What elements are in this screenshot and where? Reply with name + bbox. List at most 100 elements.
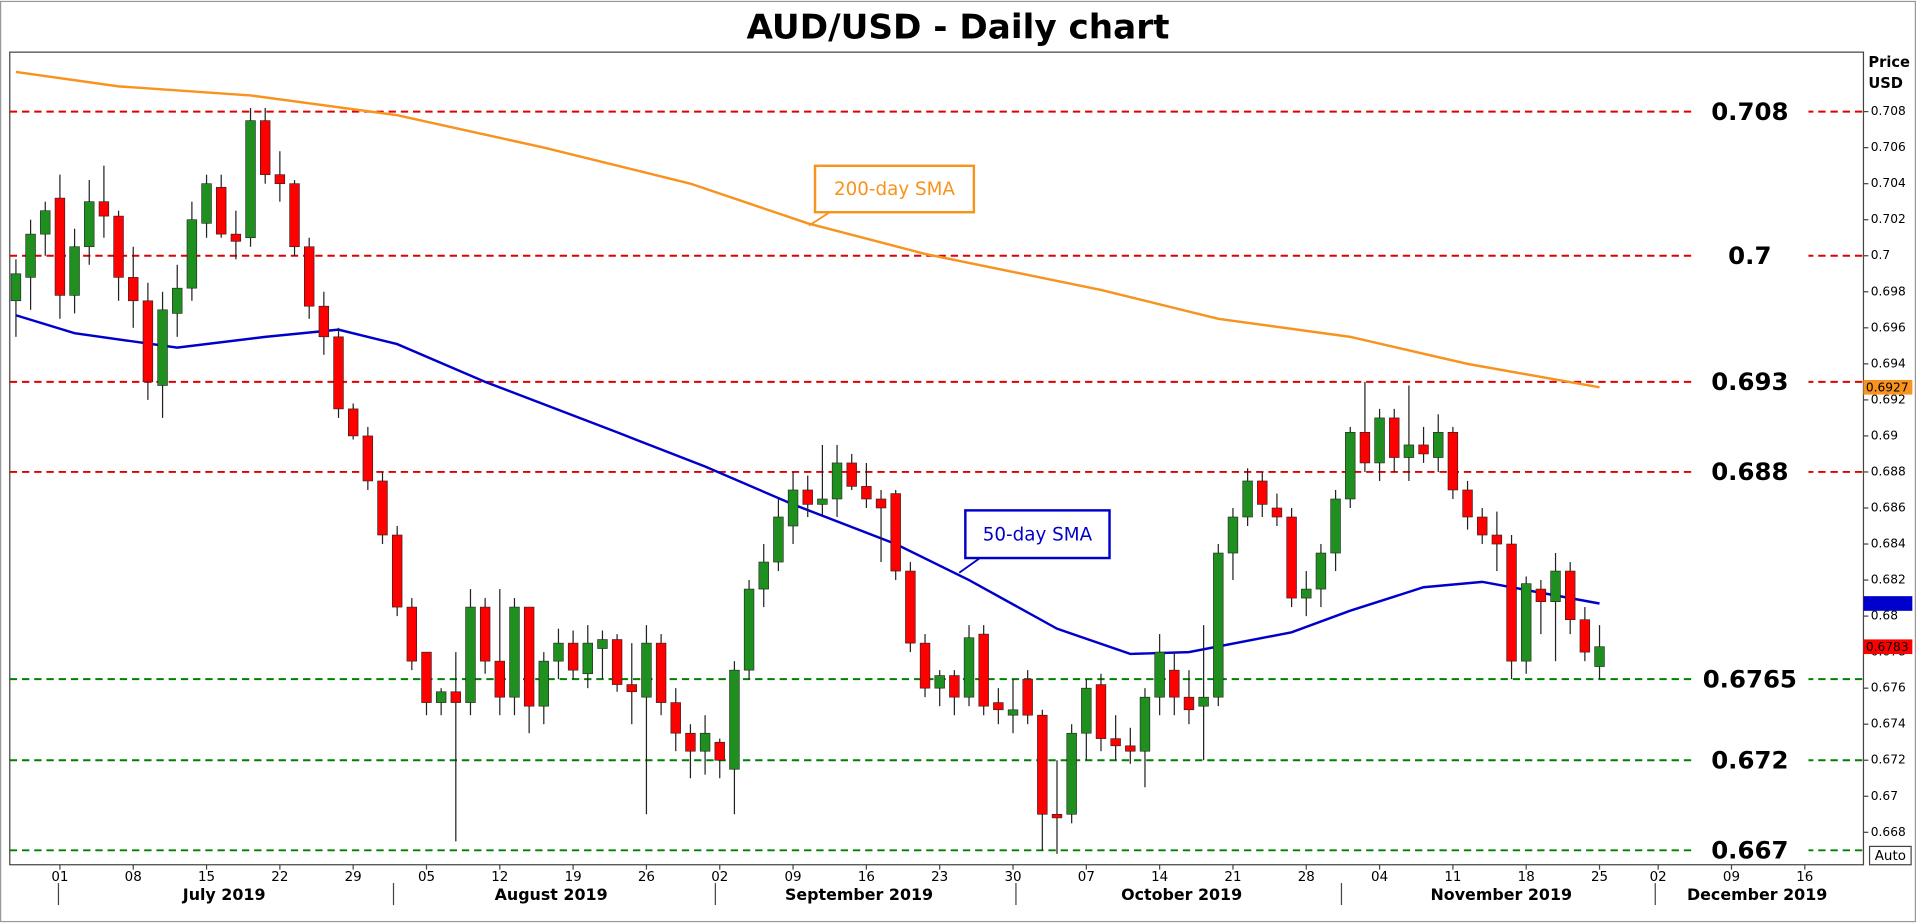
candle-body [523,606,535,707]
plot-area [9,51,1865,866]
y-tick-label: 0.688 [1871,464,1906,478]
candle-body [1257,480,1268,505]
x-tick-label: 19 [565,870,582,885]
candle-body [1345,432,1356,500]
y-tick-label: 0.67 [1871,789,1898,803]
candle-body [465,606,476,703]
y-tick-label: 0.708 [1871,104,1906,118]
candle-body [978,633,989,707]
candle-body [1315,552,1327,590]
candle-body [685,732,696,752]
candle-body [875,498,887,509]
y-tick-label: 0.702 [1871,212,1906,226]
corner-label: Auto [1875,849,1906,864]
level-label: 0.688 [1711,457,1788,486]
level-label-bg [1692,836,1809,864]
candle-body [905,570,916,644]
sma-line [15,70,1600,389]
candle-body [567,642,579,671]
annotation-text: 50-day SMA [983,524,1093,545]
annotation-box [813,164,976,214]
candle-body [1374,417,1385,464]
candle-body [641,642,652,698]
y-tick-label: 0.696 [1871,320,1906,334]
candle-body [98,201,110,217]
candle-body [626,684,637,693]
candle-body [1447,432,1459,491]
candle-body [347,408,359,437]
x-tick-label: 02 [711,870,728,885]
candle-body [890,493,901,572]
y-tick-label: 0.684 [1871,537,1906,551]
candle-body [1491,534,1503,545]
candle-body [1242,480,1253,518]
level-label-bg [1692,665,1809,693]
y-tick-label: 0.672 [1871,753,1906,767]
candle-body [1330,498,1341,554]
x-tick-label: 29 [345,870,362,885]
candle-body [230,233,242,242]
candle-body [260,120,271,175]
month-label: September 2019 [785,885,933,904]
month-label: December 2019 [1687,885,1827,904]
candle-body [303,246,315,307]
candle-body [699,732,711,752]
y-axis-label: USD [1868,75,1903,92]
candle-body [216,186,227,235]
annotation-pointer [808,211,831,227]
candle-body [1359,432,1371,464]
candle-body [1462,489,1473,518]
x-tick-label: 28 [1298,870,1315,885]
candle-body [831,462,843,500]
level-label-bg [1692,746,1809,774]
month-label: July 2019 [182,885,266,904]
candle-body [1389,417,1400,458]
candle-body [10,273,22,302]
candle-body [435,691,447,703]
level-label: 0.6765 [1703,664,1797,693]
candle-body [157,309,168,386]
candle-body [1183,696,1195,711]
month-label: August 2019 [495,885,608,904]
candle-body [1110,738,1121,747]
candle-body [963,637,975,698]
candle-body [1477,516,1488,536]
y-axis-label: Price [1868,54,1910,71]
candle-body [186,219,198,289]
x-tick-label: 26 [638,870,655,885]
x-tick-label: 18 [1518,870,1535,885]
x-tick-label: 09 [785,870,802,885]
x-tick-label: 02 [1650,870,1667,885]
x-tick-label: 09 [1723,870,1740,885]
candle-body [611,639,623,685]
candle-body [1521,583,1532,662]
candle-body [1550,570,1561,602]
candle-body [1154,651,1165,698]
candle-body [54,197,66,296]
level-label: 0.708 [1711,97,1788,126]
y-tick-label: 0.682 [1871,573,1906,587]
candle-body [421,651,432,703]
annotation-pointer [958,557,981,574]
candle-body [25,233,36,278]
x-tick-label: 07 [1078,870,1095,885]
candle-body [949,675,960,698]
annotation-text: 200-day SMA [834,179,955,200]
candle-body [84,201,95,248]
candle-body [993,702,1004,711]
candle-body [1227,516,1239,554]
x-tick-label: 16 [858,870,875,885]
candle-body [817,498,828,505]
x-tick-label: 16 [1796,870,1813,885]
candle-body [128,277,139,302]
y-tick-label: 0.68 [1871,609,1898,623]
candle-body [1301,588,1312,599]
candle-body [743,588,755,671]
x-tick-label: 23 [931,870,948,885]
level-label: 0.7 [1728,241,1771,270]
candle-body [391,534,403,608]
candle-body [1198,696,1209,707]
x-tick-label: 12 [491,870,508,885]
candle-body [670,702,681,734]
